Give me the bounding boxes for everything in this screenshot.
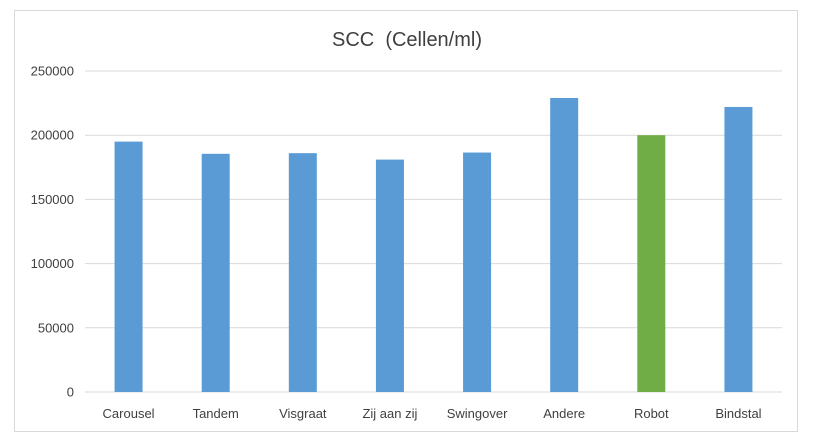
bar-bindstal xyxy=(724,106,753,393)
x-tick-label: Carousel xyxy=(103,406,155,421)
chart-frame xyxy=(14,10,798,432)
y-tick-label: 250000 xyxy=(31,64,74,79)
x-tick-label: Zij aan zij xyxy=(362,406,417,421)
y-tick-label: 200000 xyxy=(31,128,74,143)
bar-carousel xyxy=(114,141,143,392)
x-tick-label: Robot xyxy=(634,406,669,421)
gridlines xyxy=(85,70,782,393)
x-tick-label: Swingover xyxy=(447,406,508,421)
x-tick-label: Bindstal xyxy=(715,406,761,421)
bar-andere xyxy=(550,97,579,393)
x-tick-label: Tandem xyxy=(193,406,239,421)
bar-swingover xyxy=(463,152,492,392)
bar-tandem xyxy=(201,153,230,392)
bar-zij-aan-zij xyxy=(375,159,404,392)
y-tick-label: 0 xyxy=(67,385,74,400)
y-tick-label: 50000 xyxy=(38,320,74,335)
bars xyxy=(114,97,753,393)
bar-robot xyxy=(637,135,666,392)
x-tick-label: Visgraat xyxy=(279,406,327,421)
y-tick-label: 150000 xyxy=(31,192,74,207)
y-tick-label: 100000 xyxy=(31,256,74,271)
x-tick-label: Andere xyxy=(543,406,585,421)
chart-title: SCC (Cellen/ml) xyxy=(332,29,482,51)
y-axis-ticks: 0 50000 100000 150000 200000 250000 xyxy=(31,64,74,400)
x-axis-ticks: Carousel Tandem Visgraat Zij aan zij Swingov… xyxy=(103,406,762,421)
bar-visgraat xyxy=(288,153,317,392)
